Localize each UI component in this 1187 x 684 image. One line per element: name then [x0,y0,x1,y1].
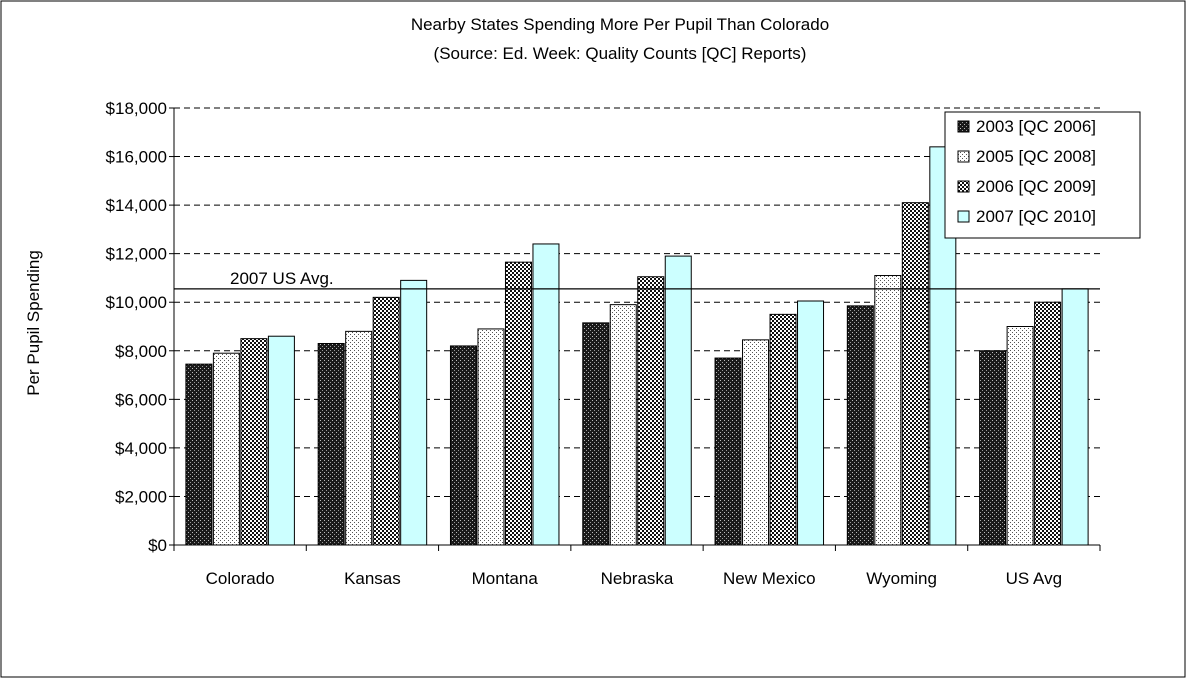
y-tick-label: $12,000 [106,245,167,264]
legend-label: 2005 [QC 2008] [976,147,1096,166]
legend-swatch [957,210,970,223]
y-tick-label: $14,000 [106,196,167,215]
bar [901,202,929,546]
x-ticks: Colorado Kansas Montana Nebraska New Mexico W… [173,545,1101,588]
legend-label: 2007 [QC 2010] [976,207,1096,226]
chart-subtitle: (Source: Ed. Week: Quality Counts [QC] R… [434,44,807,63]
y-tick-label: $18,000 [106,99,167,118]
axes [173,108,1100,546]
bar [449,345,477,546]
bar [372,296,400,546]
x-tick-label: New Mexico [723,569,816,588]
bar [797,300,825,546]
bar [240,338,268,546]
legend-swatch [957,150,970,163]
bar [609,304,637,546]
y-tick-label: $10,000 [106,293,167,312]
bar [769,313,797,546]
bar [874,275,902,546]
y-tick-label: $4,000 [115,439,167,458]
x-tick-label: Nebraska [601,569,674,588]
bar [477,328,505,546]
bar [664,255,692,546]
bar [846,305,874,546]
y-tick-label: $6,000 [115,390,167,409]
bar [212,352,240,546]
bar [532,243,560,546]
bar [345,330,373,546]
x-tick-label: Kansas [344,569,401,588]
x-tick-label: US Avg [1006,569,1062,588]
bar [582,322,610,546]
bar [1006,326,1034,546]
legend: 2003 [QC 2006] 2005 [QC 2008] 2006 [QC 200… [944,111,1141,239]
y-ticks: $0 $2,000 $4,000 $6,000 $8,000 $10,000 $12,000… [106,99,174,555]
bars [185,146,1089,546]
bar [185,363,213,546]
y-tick-label: $8,000 [115,342,167,361]
legend-swatch [957,120,970,133]
bar [400,279,428,546]
legend-box [944,111,1141,239]
bar [742,339,770,546]
x-tick-label: Montana [472,569,539,588]
bar [714,357,742,546]
chart-title: Nearby States Spending More Per Pupil Th… [411,15,829,34]
y-tick-label: $16,000 [106,148,167,167]
y-axis-label: Per Pupil Spending [24,250,43,396]
bar [1034,301,1062,546]
x-tick-label: Colorado [206,569,275,588]
bar [317,342,345,546]
legend-swatch [957,180,970,193]
y-tick-label: $0 [148,536,167,555]
legend-label: 2003 [QC 2006] [976,117,1096,136]
bar [1061,288,1089,546]
legend-label: 2006 [QC 2009] [976,177,1096,196]
us-avg-reference-label: 2007 US Avg. [230,269,334,288]
bar [637,276,665,546]
bar [979,350,1007,546]
bar [504,261,532,546]
bar [267,335,295,546]
x-tick-label: Wyoming [866,569,937,588]
y-tick-label: $2,000 [115,487,167,506]
